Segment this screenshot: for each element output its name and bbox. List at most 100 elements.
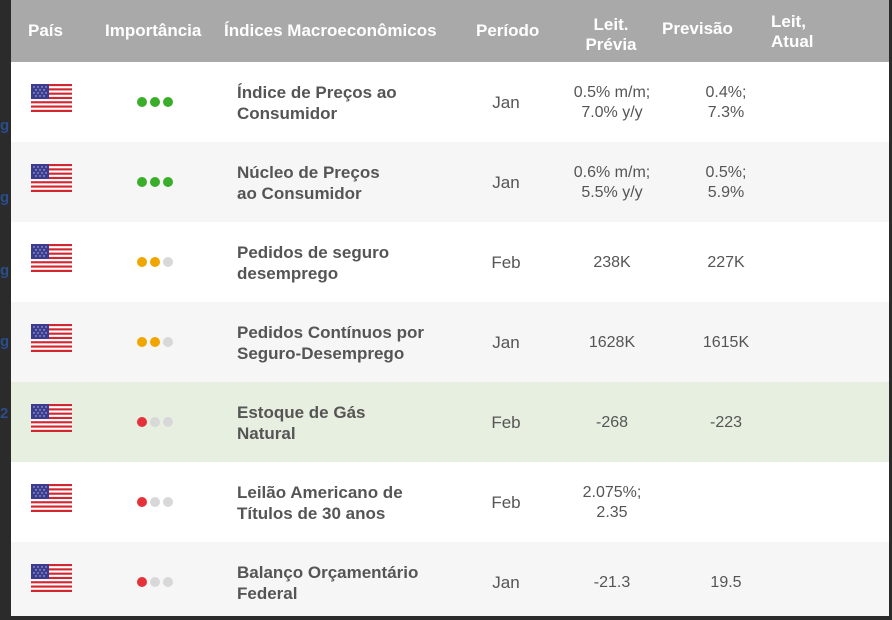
col-header-actual[interactable]: Leit, Atual (771, 12, 814, 52)
indicator-name[interactable]: Estoque de Gás Natural (237, 402, 447, 444)
importance-indicator (137, 337, 176, 347)
importance-dot (137, 497, 147, 507)
col-header-actual-line1: Leit, (771, 12, 806, 31)
forecast-value-line1: 227K (707, 254, 745, 271)
forecast-value: 0.5%; 5.9% (671, 163, 781, 203)
indicator-name[interactable]: Balanço Orçamentário Federal (237, 562, 447, 604)
importance-dot (150, 417, 160, 427)
previous-value: 2.075%; 2.35 (557, 483, 667, 523)
col-header-forecast[interactable]: Previsão (662, 19, 733, 38)
importance-dot (163, 417, 173, 427)
previous-value-line1: -21.3 (593, 574, 631, 591)
importance-dot (163, 97, 173, 107)
table-row[interactable]: Balanço Orçamentário Federal Jan -21.3 1… (11, 542, 889, 616)
previous-value-line1: -268 (595, 414, 629, 431)
table-row[interactable]: Pedidos Contínuos por Seguro-Desemprego … (11, 302, 889, 382)
importance-dot (150, 97, 160, 107)
table-row[interactable]: Pedidos de seguro desemprego Feb 238K 22… (11, 222, 889, 302)
importance-indicator (137, 497, 176, 507)
forecast-value-line1: 0.4%; (705, 84, 747, 101)
col-header-previous-line1: Leit. (593, 15, 629, 34)
previous-value: 0.5% m/m; 7.0% y/y (557, 83, 667, 123)
importance-indicator (137, 97, 176, 107)
indicator-name[interactable]: Núcleo de Preços ao Consumidor (237, 162, 447, 204)
importance-indicator (137, 177, 176, 187)
previous-value: -268 (557, 413, 667, 433)
indicator-name-line1: Estoque de Gás (237, 403, 366, 422)
clipped-glyph: 2 (0, 405, 9, 422)
previous-value: 238K (557, 253, 667, 273)
indicator-name-line1: Índice de Preços ao (237, 83, 397, 102)
importance-dot (137, 97, 147, 107)
previous-value-line1: 0.5% m/m; (573, 84, 651, 101)
previous-value-line1: 0.6% m/m; (573, 164, 651, 181)
previous-value-line1: 2.075%; (582, 484, 642, 501)
importance-dot (150, 497, 160, 507)
importance-indicator (137, 257, 176, 267)
indicator-name-line1: Pedidos de seguro (237, 243, 390, 262)
indicator-name[interactable]: Pedidos Contínuos por Seguro-Desemprego (237, 322, 447, 364)
importance-dot (150, 257, 160, 267)
col-header-period[interactable]: Período (476, 21, 540, 40)
period-value: Feb (491, 493, 521, 512)
period-value: Jan (492, 93, 520, 112)
us-flag-icon (31, 324, 72, 352)
importance-dot (137, 577, 147, 587)
forecast-value-line1: 19.5 (710, 574, 742, 591)
col-header-importance[interactable]: Importância (105, 21, 202, 40)
table-row[interactable]: Leilão Americano de Títulos de 30 anos F… (11, 462, 889, 542)
indicator-name[interactable]: Pedidos de seguro desemprego (237, 242, 447, 284)
indicator-name-line2: Natural (237, 424, 296, 443)
importance-dot (150, 177, 160, 187)
previous-value-line2: 2.35 (596, 504, 628, 521)
col-header-previous-line2: Prévia (585, 35, 637, 54)
previous-value: 0.6% m/m; 5.5% y/y (557, 163, 667, 203)
previous-value-line2: 7.0% y/y (581, 104, 643, 121)
indicator-name-line2: Seguro-Desemprego (237, 344, 405, 363)
previous-value-line2: 5.5% y/y (581, 184, 643, 201)
indicator-name[interactable]: Leilão Americano de Títulos de 30 anos (237, 482, 447, 524)
col-header-previous[interactable]: Leit. Prévia (571, 15, 651, 55)
col-header-indices[interactable]: Índices Macroeconômicos (224, 21, 437, 40)
forecast-value-line2: 7.3% (707, 104, 745, 121)
col-header-country[interactable]: País (28, 21, 63, 40)
indicator-name-line1: Pedidos Contínuos por (237, 323, 424, 342)
indicator-name-line2: ao Consumidor (237, 184, 362, 203)
period-value: Jan (492, 173, 520, 192)
importance-indicator (137, 577, 176, 587)
us-flag-icon (31, 404, 72, 432)
previous-value: 1628K (557, 333, 667, 353)
us-flag-icon (31, 164, 72, 192)
clipped-glyph: g (0, 333, 10, 350)
indicator-name-line1: Balanço Orçamentário (237, 563, 419, 582)
us-flag-icon (31, 244, 72, 272)
indicator-name-line1: Núcleo de Preços (237, 163, 380, 182)
importance-dot (137, 257, 147, 267)
col-header-actual-line2: Atual (771, 32, 814, 51)
us-flag-icon (31, 484, 72, 512)
forecast-value: 1615K (671, 333, 781, 353)
forecast-value: 227K (671, 253, 781, 273)
economic-calendar-table: País Importância Índices Macroeconômicos… (11, 0, 889, 616)
indicator-name-line2: Consumidor (237, 104, 338, 123)
previous-value-line1: 1628K (588, 334, 636, 351)
forecast-value: 19.5 (671, 573, 781, 593)
forecast-value-line2: 5.9% (707, 184, 745, 201)
clipped-glyph: g (0, 117, 10, 134)
indicator-name-line1: Leilão Americano de (237, 483, 403, 502)
indicator-name-line2: Títulos de 30 anos (237, 504, 386, 523)
importance-dot (137, 177, 147, 187)
importance-indicator (137, 417, 176, 427)
indicator-name[interactable]: Índice de Preços ao Consumidor (237, 82, 447, 124)
table-row[interactable]: Estoque de Gás Natural Feb -268 -223 (11, 382, 889, 462)
forecast-value: 0.4%; 7.3% (671, 83, 781, 123)
importance-dot (150, 577, 160, 587)
table-header: País Importância Índices Macroeconômicos… (11, 0, 889, 62)
importance-dot (137, 337, 147, 347)
table-row[interactable]: Índice de Preços ao Consumidor Jan 0.5% … (11, 62, 889, 142)
us-flag-icon (31, 84, 72, 112)
left-edge-strip: g g g g 2 (0, 0, 11, 620)
forecast-value-line1: 0.5%; (705, 164, 747, 181)
table-row[interactable]: Núcleo de Preços ao Consumidor Jan 0.6% … (11, 142, 889, 222)
importance-dot (150, 337, 160, 347)
